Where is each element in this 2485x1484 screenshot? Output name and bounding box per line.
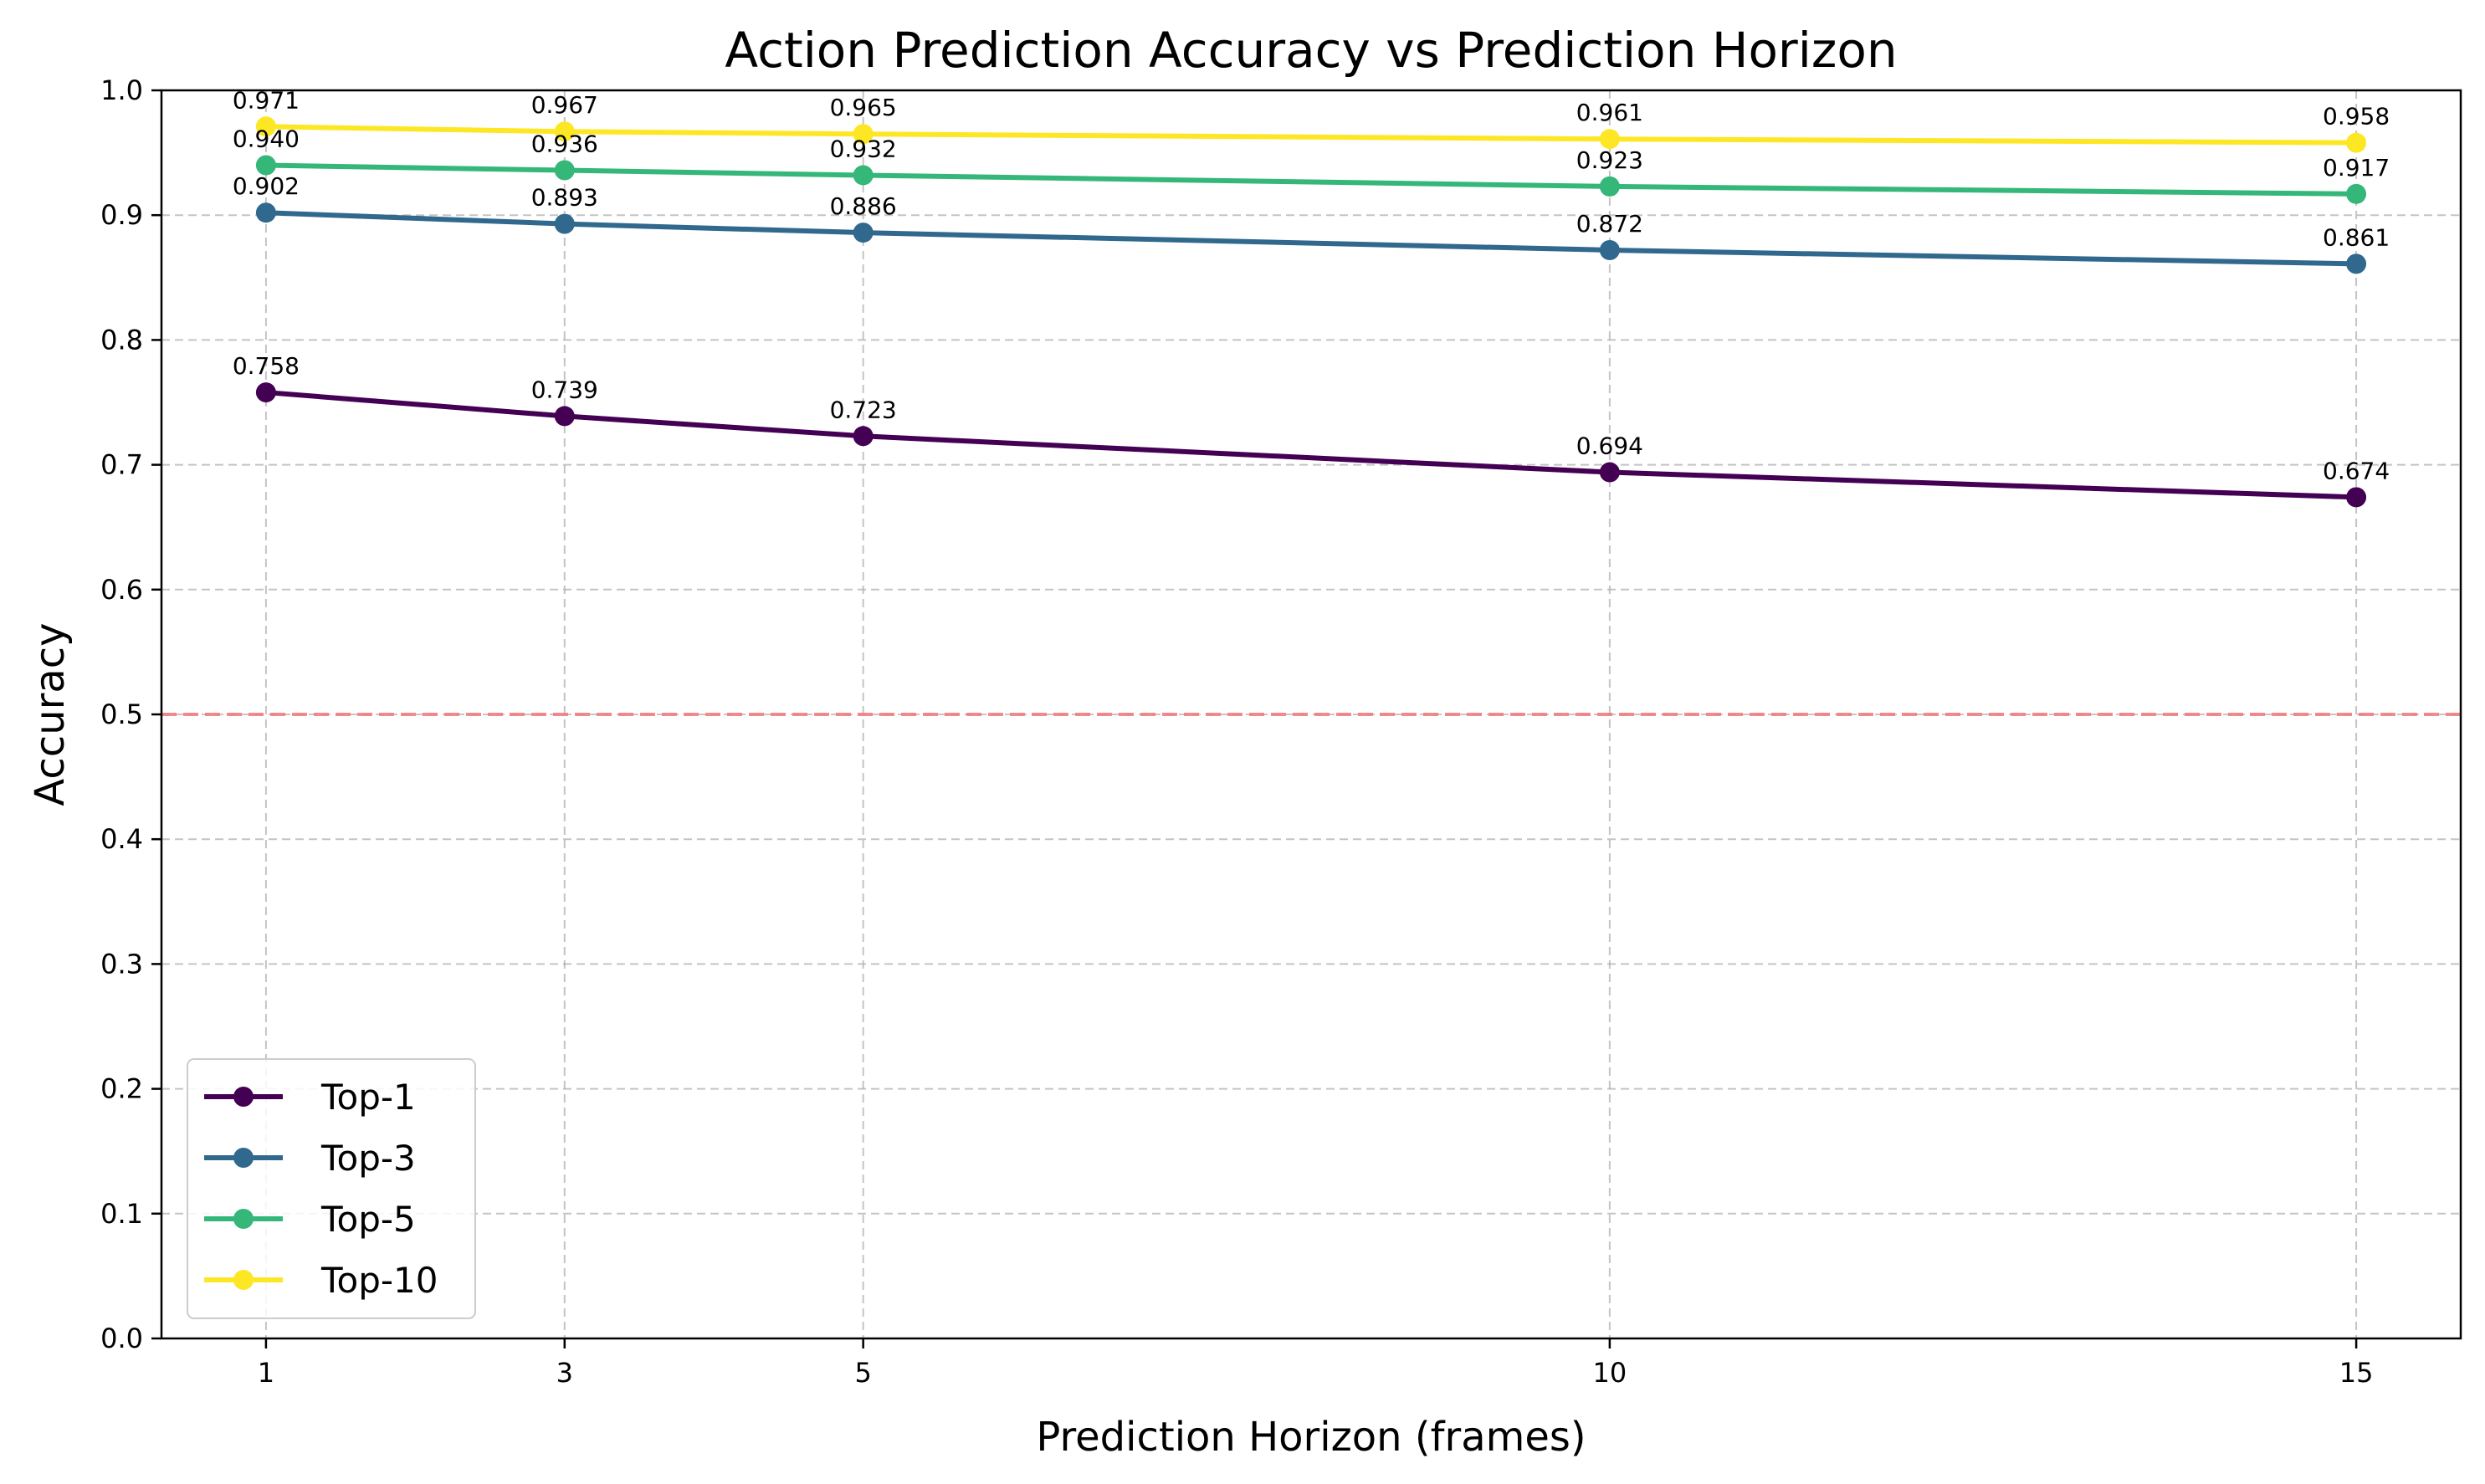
y-tick-label: 0.4 bbox=[100, 823, 143, 855]
data-point bbox=[853, 124, 874, 145]
data-point bbox=[554, 213, 575, 234]
y-tick-label: 0.8 bbox=[100, 324, 143, 356]
data-point bbox=[554, 121, 575, 142]
legend-marker-top-3 bbox=[233, 1148, 254, 1168]
y-tick-label: 0.9 bbox=[100, 199, 143, 231]
data-point bbox=[255, 116, 276, 137]
data-point bbox=[1599, 462, 1620, 483]
data-point bbox=[554, 406, 575, 427]
data-label: 0.723 bbox=[830, 396, 897, 423]
y-tick-label: 0.0 bbox=[100, 1323, 143, 1354]
legend-label-top-1: Top-1 bbox=[320, 1077, 416, 1118]
y-tick-label: 0.5 bbox=[100, 699, 143, 730]
y-tick-label: 0.2 bbox=[100, 1073, 143, 1105]
y-tick-label: 0.6 bbox=[100, 574, 143, 606]
legend: Top-1 Top-3 Top-5 Top-10 bbox=[187, 1058, 476, 1319]
data-label: 0.932 bbox=[830, 135, 897, 162]
data-point bbox=[853, 426, 874, 447]
data-labels-layer: 0.758 0.739 0.723 0.694 0.674 0.902 0.893 0.886… bbox=[233, 86, 2390, 484]
x-tick-label: 15 bbox=[2339, 1357, 2374, 1389]
chart-title: Action Prediction Accuracy vs Prediction… bbox=[725, 22, 1897, 79]
y-axis-label: Accuracy bbox=[27, 622, 74, 806]
legend-label-top-10: Top-10 bbox=[320, 1260, 438, 1301]
data-point bbox=[2346, 487, 2367, 508]
data-point bbox=[853, 165, 874, 186]
y-tick-label: 1.0 bbox=[100, 74, 143, 106]
y-tick-label: 0.7 bbox=[100, 449, 143, 481]
legend-label-top-3: Top-3 bbox=[320, 1138, 416, 1179]
data-point bbox=[255, 382, 276, 403]
x-tick-label: 1 bbox=[258, 1357, 274, 1389]
legend-marker-top-5 bbox=[233, 1209, 254, 1229]
data-label: 0.967 bbox=[531, 91, 598, 119]
data-point bbox=[554, 160, 575, 181]
data-label: 0.893 bbox=[531, 184, 598, 212]
y-tick-label: 0.3 bbox=[100, 948, 143, 980]
legend-marker-top-10 bbox=[233, 1270, 254, 1290]
data-point bbox=[2346, 253, 2367, 274]
data-point bbox=[2346, 183, 2367, 204]
data-label: 0.886 bbox=[830, 192, 897, 220]
data-label: 0.965 bbox=[830, 94, 897, 121]
data-label: 0.758 bbox=[233, 352, 300, 380]
legend-label-top-5: Top-5 bbox=[320, 1199, 416, 1240]
data-point bbox=[1599, 129, 1620, 150]
data-label: 0.674 bbox=[2323, 457, 2390, 484]
data-label: 0.872 bbox=[1576, 210, 1643, 238]
x-tick-label: 3 bbox=[556, 1357, 573, 1389]
data-label: 0.739 bbox=[531, 376, 598, 403]
data-point bbox=[2346, 132, 2367, 153]
data-point bbox=[1599, 176, 1620, 197]
data-label: 0.940 bbox=[233, 125, 300, 153]
data-label: 0.694 bbox=[1576, 432, 1643, 460]
data-label: 0.861 bbox=[2323, 223, 2390, 251]
x-tick-label: 5 bbox=[854, 1357, 871, 1389]
data-label: 0.936 bbox=[531, 130, 598, 157]
data-point bbox=[255, 202, 276, 223]
data-point bbox=[255, 155, 276, 176]
data-label: 0.917 bbox=[2323, 154, 2390, 182]
data-point bbox=[1599, 239, 1620, 260]
data-label: 0.961 bbox=[1576, 99, 1643, 126]
data-point bbox=[853, 223, 874, 243]
legend-box bbox=[187, 1058, 476, 1319]
data-label: 0.923 bbox=[1576, 146, 1643, 174]
axis-ticks: 1 3 5 10 15 0.0 0.1 0.2 0.3 0.4 0.5 0.6 0.7 0.8 0.9 1.0 bbox=[100, 74, 2373, 1389]
data-label: 0.902 bbox=[233, 172, 300, 200]
x-axis-label: Prediction Horizon (frames) bbox=[1036, 1414, 1586, 1461]
data-label: 0.958 bbox=[2323, 103, 2390, 130]
legend-marker-top-1 bbox=[233, 1087, 254, 1107]
x-tick-label: 10 bbox=[1593, 1357, 1627, 1389]
series-layer bbox=[255, 116, 2367, 508]
y-tick-label: 0.1 bbox=[100, 1198, 143, 1230]
